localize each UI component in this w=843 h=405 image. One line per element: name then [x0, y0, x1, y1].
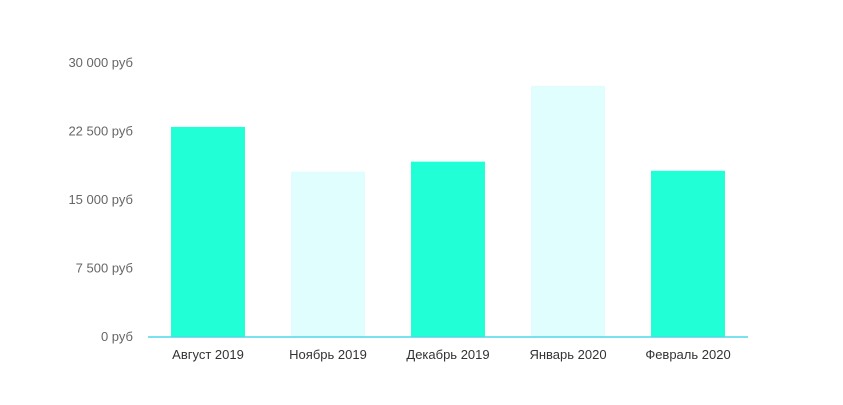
bar: [291, 171, 365, 337]
bar: [171, 126, 245, 337]
bar-series: [171, 85, 725, 337]
bar: [531, 85, 605, 337]
y-axis-ticks: 0 руб 7 500 руб 15 000 руб 22 500 руб 30 000…: [68, 55, 133, 344]
bar: [651, 170, 725, 337]
y-tick-label: 7 500 руб: [76, 261, 133, 276]
y-tick-label: 30 000 руб: [68, 55, 133, 70]
bar: [411, 161, 485, 337]
x-axis-labels: Август 2019 Ноябрь 2019 Декабрь 2019 Январь…: [172, 347, 731, 362]
x-tick-label: Декабрь 2019: [406, 347, 489, 362]
x-tick-label: Январь 2020: [529, 347, 606, 362]
y-tick-label: 0 руб: [101, 329, 133, 344]
x-tick-label: Февраль 2020: [645, 347, 730, 362]
y-tick-label: 22 500 руб: [68, 124, 133, 139]
x-tick-label: Ноябрь 2019: [289, 347, 367, 362]
x-tick-label: Август 2019: [172, 347, 244, 362]
y-tick-label: 15 000 руб: [68, 192, 133, 207]
